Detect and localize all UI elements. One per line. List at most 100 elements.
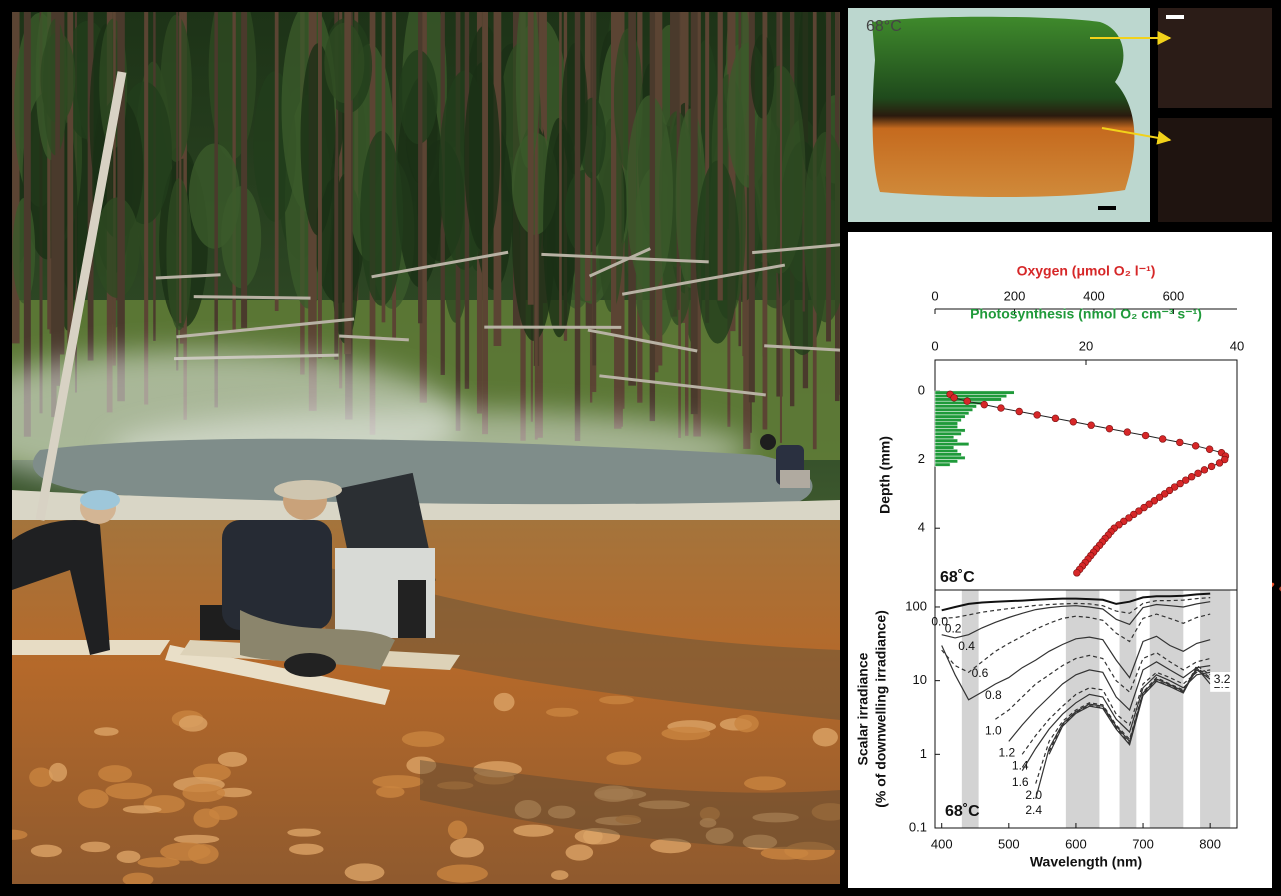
fallen-log <box>155 273 221 280</box>
series-label: 1.4 <box>1012 758 1029 772</box>
mat-spot <box>574 828 621 845</box>
tree-trunk <box>826 12 831 342</box>
tree-trunk <box>117 12 125 402</box>
data-point <box>1158 435 1167 443</box>
bar <box>934 418 962 423</box>
mat-spot <box>30 844 62 858</box>
y-tick-label: 1 <box>920 746 927 761</box>
data-point <box>1182 476 1190 484</box>
y-tick-label: 10 <box>913 672 927 687</box>
mat-spot <box>287 828 321 837</box>
irradiance-line <box>941 597 1211 619</box>
tree-trunk <box>23 12 31 437</box>
photo-label: 68°C <box>866 18 902 35</box>
mat-spot <box>12 829 28 840</box>
tree-trunk <box>534 12 538 440</box>
data-point <box>1087 421 1095 429</box>
label-backdrop <box>1210 672 1235 688</box>
irradiance-line <box>941 601 1211 639</box>
irradiance-line <box>1035 666 1211 784</box>
mat-spot <box>661 726 711 741</box>
data-point <box>1069 418 1077 426</box>
mat-spot <box>193 808 220 828</box>
plot-frame <box>934 589 1238 829</box>
bar <box>934 421 958 426</box>
bar <box>934 414 966 419</box>
data-point <box>1194 469 1202 477</box>
bar <box>934 455 966 460</box>
data-point <box>1033 411 1041 419</box>
mat-spot <box>734 714 759 733</box>
tree-trunk <box>592 12 597 366</box>
mat-spot <box>94 727 119 736</box>
tree-crown <box>43 18 68 156</box>
mat-spot <box>77 789 109 809</box>
data-point <box>1073 569 1081 577</box>
wavelength-band <box>961 590 979 828</box>
y-tick-label: 0 <box>918 382 925 397</box>
mat-spot <box>744 776 786 791</box>
mat-spot <box>551 870 569 880</box>
mat-spot <box>565 844 594 861</box>
x2-axis-label: Photosynthesis (nmol O₂ cm⁻³ s⁻¹) <box>970 306 1202 322</box>
series-label: 2.4 <box>1025 803 1042 817</box>
mat-spot <box>173 834 220 844</box>
mat-spot <box>599 695 634 705</box>
field-photo <box>12 12 840 884</box>
tree-trunk <box>214 12 218 408</box>
bar <box>934 404 977 409</box>
mat-spot <box>122 805 162 814</box>
mat-spot <box>760 846 809 860</box>
mat-spot <box>650 838 692 854</box>
mat-spot <box>473 761 522 778</box>
x-tick-label: 700 <box>1132 836 1154 851</box>
x2-tick-label: 20 <box>1079 338 1093 353</box>
tree-trunk <box>418 12 423 324</box>
tree-trunk <box>113 12 116 309</box>
series-label: 3.2 <box>1214 672 1231 686</box>
y-tick-label: 0.1 <box>909 819 927 834</box>
data-point <box>1176 479 1184 488</box>
data-point <box>1205 445 1214 453</box>
mat-spot <box>372 775 424 789</box>
tree-trunk <box>67 12 74 366</box>
tree-trunk <box>728 12 736 332</box>
tree-trunk <box>12 12 20 344</box>
x-tick-label: 400 <box>1083 288 1105 303</box>
tree-trunk <box>482 12 489 435</box>
data-point <box>1150 497 1159 505</box>
mat-spot <box>450 837 484 858</box>
mat-spot <box>638 800 690 810</box>
tree-trunk <box>779 12 783 443</box>
x-tick-label: 600 <box>1065 836 1087 851</box>
mat-spot <box>160 842 211 861</box>
data-point <box>1140 503 1148 512</box>
mat-spot <box>493 692 515 712</box>
fallen-log <box>599 374 766 397</box>
tree-trunk <box>419 12 427 403</box>
y-tick-label: 2 <box>918 451 925 466</box>
irradiance-line <box>941 592 1211 612</box>
fallen-log <box>371 250 509 279</box>
mat-spot <box>615 814 641 824</box>
x-axis-label: Oxygen (μmol O₂ l⁻¹) <box>1017 263 1156 279</box>
data-point <box>1105 424 1114 433</box>
bar <box>934 431 962 436</box>
bar <box>934 445 955 450</box>
x-tick-label: 200 <box>1004 288 1026 303</box>
mat-spot <box>401 731 445 747</box>
mat-spot <box>289 843 324 855</box>
mat-spot <box>812 727 838 747</box>
tree-trunk <box>57 12 65 355</box>
tree-trunk <box>144 12 149 405</box>
data-point <box>950 394 958 402</box>
tree-trunk <box>690 12 698 415</box>
y-tick-label: 4 <box>918 520 925 535</box>
y-axis-label: Depth (mm) <box>877 436 893 514</box>
wavelength-band <box>1149 590 1184 828</box>
mat-spot <box>137 857 180 868</box>
tree-crown <box>464 62 501 251</box>
series-label: 2.0 <box>1025 788 1042 802</box>
data-point <box>1015 407 1023 416</box>
bar <box>934 411 970 416</box>
